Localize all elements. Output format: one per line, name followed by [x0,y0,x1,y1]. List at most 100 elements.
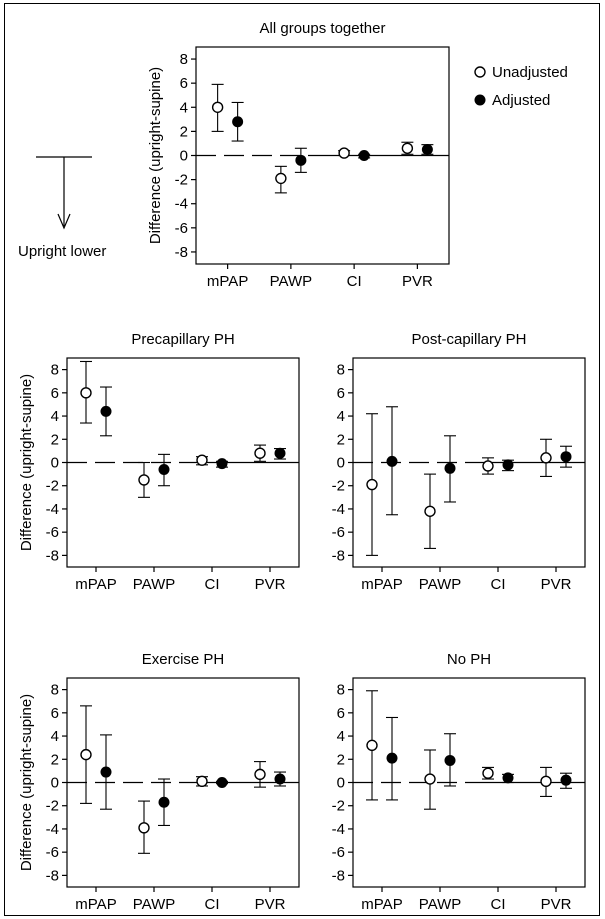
y-tick-label: -4 [46,501,59,518]
y-tick-label: 8 [180,51,188,68]
y-tick-label: 8 [51,682,59,699]
y-tick-label: -4 [175,196,188,213]
point-unadjusted [254,447,266,459]
y-tick-label: -6 [332,844,345,861]
point-unadjusted [540,775,552,788]
x-tick-label: PVR [541,896,572,913]
x-tick-label: mPAP [75,896,116,913]
x-tick-label: PAWP [270,273,313,290]
y-tick-label: 0 [51,455,59,472]
x-tick-label: PVR [255,896,286,913]
y-tick-label: 6 [180,75,188,92]
y-tick-label: 0 [180,148,188,165]
x-tick-label: CI [491,576,506,593]
y-tick-label: 4 [337,728,345,745]
legend-unadjusted-marker [474,66,486,78]
x-tick-label: PAWP [133,896,176,913]
y-axis-label: Difference (upright-supine) [147,67,164,244]
point-unadjusted [424,505,436,517]
y-axis-label: Difference (upright-supine) [18,694,35,871]
chart-panel: Exercise PH 8 6 4 2 0 -2 -4 -6 -8 Difference (upri… [18,651,300,913]
point-adjusted [216,458,228,470]
y-tick-label: -4 [46,821,59,838]
chart-panel: Precapillary PH 8 6 4 2 0 -2 -4 -6 -8 Difference (… [18,331,300,593]
chart-panel: No PH 8 6 4 2 0 -2 -4 -6 -8 mPAP PAWP CI PVR [332,651,586,913]
y-tick-label: 2 [337,431,345,448]
point-adjusted [502,459,514,471]
chart-panel: All groups together 8 6 4 2 0 -2 -4 -6 -8 Differen… [147,20,450,290]
point-adjusted [158,796,170,808]
x-tick-label: CI [205,576,220,593]
y-tick-label: -2 [46,798,59,815]
point-unadjusted [366,478,378,491]
y-tick-label: 6 [337,705,345,722]
point-adjusted [560,451,572,463]
point-adjusted [502,772,514,784]
y-tick-label: -2 [46,478,59,495]
y-tick-label: -2 [332,798,345,815]
y-axis-label: Difference (upright-supine) [18,374,35,551]
y-tick-label: 4 [51,408,59,425]
point-adjusted [274,773,286,785]
y-tick-label: -6 [332,524,345,541]
y-tick-label: -2 [175,172,188,189]
x-tick-label: mPAP [361,896,402,913]
chart-panels: All groups together 8 6 4 2 0 -2 -4 -6 -8 Differen… [18,20,586,913]
point-adjusted [100,405,112,417]
y-tick-label: -8 [46,867,59,884]
point-unadjusted [482,460,494,472]
x-tick-label: mPAP [75,576,116,593]
point-unadjusted [482,767,494,779]
point-adjusted [386,752,398,764]
y-tick-label: -8 [175,244,188,261]
y-tick-label: 6 [51,705,59,722]
y-tick-label: 8 [337,362,345,379]
y-tick-label: -8 [46,547,59,564]
point-unadjusted [401,142,414,154]
chart-panel: Post-capillary PH 8 6 4 2 0 -2 -4 -6 -8 mPAP PAWP CI… [332,331,586,593]
y-tick-label: -8 [332,547,345,564]
x-tick-label: mPAP [361,576,402,593]
point-unadjusted [540,452,552,464]
point-unadjusted [366,739,378,752]
y-tick-label: 8 [51,362,59,379]
y-tick-label: 4 [337,408,345,425]
point-unadjusted [80,748,92,761]
y-tick-label: -6 [46,844,59,861]
point-adjusted [358,150,370,161]
panel-title: All groups together [260,20,386,37]
y-tick-label: 2 [51,751,59,768]
y-tick-label: -2 [332,478,345,495]
x-tick-label: PAWP [419,576,462,593]
point-unadjusted [211,101,224,113]
y-tick-label: 0 [337,455,345,472]
y-tick-label: 2 [180,123,188,140]
point-adjusted [386,455,398,467]
y-tick-label: 2 [337,751,345,768]
x-tick-label: CI [491,896,506,913]
y-tick-label: -6 [175,220,188,237]
indicator-arrow-head [57,213,71,230]
point-adjusted [444,754,456,766]
point-adjusted [232,116,244,128]
y-tick-label: -8 [332,867,345,884]
x-tick-label: CI [205,896,220,913]
y-tick-label: 8 [337,682,345,699]
x-tick-label: PVR [255,576,286,593]
point-adjusted [560,774,572,786]
y-tick-label: -4 [332,501,345,518]
y-tick-label: 0 [337,775,345,792]
point-adjusted [274,447,286,459]
point-adjusted [100,766,112,778]
point-adjusted [444,462,456,474]
point-adjusted [421,143,433,155]
point-unadjusted [254,768,266,781]
y-tick-label: 4 [180,99,188,116]
y-tick-label: 6 [337,385,345,402]
point-unadjusted [80,387,92,399]
direction-indicator: Upright lower [18,156,106,260]
point-adjusted [158,463,170,475]
x-tick-label: PAWP [133,576,176,593]
point-adjusted [295,154,307,166]
